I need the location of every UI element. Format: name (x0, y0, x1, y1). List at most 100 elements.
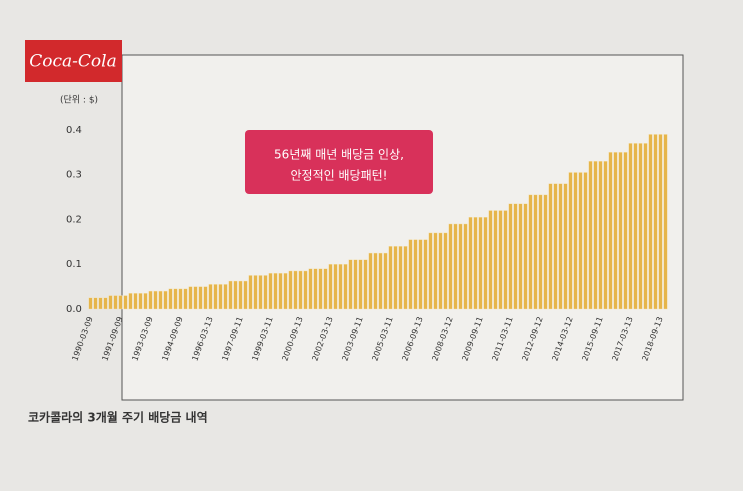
bar (238, 280, 243, 310)
bar (398, 246, 403, 310)
bar (523, 203, 528, 310)
bar (373, 252, 378, 310)
bar (538, 194, 543, 310)
bar (583, 172, 588, 310)
bar (553, 183, 558, 310)
bar (623, 152, 628, 310)
bar (268, 272, 273, 310)
bar (173, 288, 178, 310)
bar (103, 297, 108, 310)
bar (568, 172, 573, 310)
bar (443, 232, 448, 310)
bar (133, 293, 138, 310)
y-tick-label: 0.4 (66, 125, 82, 136)
bar (423, 239, 428, 310)
y-tick-label: 0.2 (66, 214, 82, 225)
bar (378, 252, 383, 310)
bar (403, 246, 408, 310)
bar (198, 286, 203, 310)
bar (148, 290, 153, 310)
bar (408, 239, 413, 310)
bar (273, 272, 278, 310)
bar (603, 161, 608, 310)
bar (498, 210, 503, 310)
bar (98, 297, 103, 310)
bar (213, 284, 218, 310)
bar (518, 203, 523, 310)
bar (593, 161, 598, 310)
annotation-box (245, 130, 433, 194)
bar (113, 295, 118, 310)
bar (478, 217, 483, 310)
bar (143, 293, 148, 310)
bar (363, 259, 368, 310)
bar (208, 284, 213, 310)
bar (343, 264, 348, 310)
bar (178, 288, 183, 310)
bar (598, 161, 603, 310)
bar (573, 172, 578, 310)
bar (153, 290, 158, 310)
bar (428, 232, 433, 310)
bar (643, 143, 648, 310)
y-tick-label: 0.0 (66, 304, 82, 315)
bar (128, 293, 133, 310)
bar (313, 268, 318, 310)
bar (108, 295, 113, 310)
bar (328, 264, 333, 310)
bar (383, 252, 388, 310)
bar (243, 280, 248, 310)
bar (158, 290, 163, 310)
y-tick-label: 0.1 (66, 259, 82, 270)
bar (613, 152, 618, 310)
caption: 코카콜라의 3개월 주기 배당금 내역 (28, 410, 208, 425)
bar (563, 183, 568, 310)
bar (358, 259, 363, 310)
bar (638, 143, 643, 310)
bar (353, 259, 358, 310)
bar (433, 232, 438, 310)
unit-label: (단위 : $) (60, 95, 98, 106)
bar (138, 293, 143, 310)
bar (308, 268, 313, 310)
bar (513, 203, 518, 310)
bar (468, 217, 473, 310)
bar (473, 217, 478, 310)
bar (588, 161, 593, 310)
bar (458, 223, 463, 310)
bar (413, 239, 418, 310)
bar (388, 246, 393, 310)
bar (508, 203, 513, 310)
bar (578, 172, 583, 310)
bar (333, 264, 338, 310)
bar (228, 280, 233, 310)
bar (88, 297, 93, 310)
bar (528, 194, 533, 310)
bar (338, 264, 343, 310)
bar (253, 275, 258, 310)
bar (248, 275, 253, 310)
bar (203, 286, 208, 310)
bar (453, 223, 458, 310)
y-tick-label: 0.3 (66, 170, 82, 181)
bar (368, 252, 373, 310)
bar (483, 217, 488, 310)
bar (193, 286, 198, 310)
bar (93, 297, 98, 310)
bar (418, 239, 423, 310)
bar (283, 272, 288, 310)
bar (448, 223, 453, 310)
bar (438, 232, 443, 310)
bar (218, 284, 223, 310)
bar (293, 270, 298, 310)
bar (393, 246, 398, 310)
bar (348, 259, 353, 310)
bar (278, 272, 283, 310)
bar (288, 270, 293, 310)
bar (188, 286, 193, 310)
bar (493, 210, 498, 310)
bar (168, 288, 173, 310)
bar (648, 134, 653, 310)
bar (258, 275, 263, 310)
